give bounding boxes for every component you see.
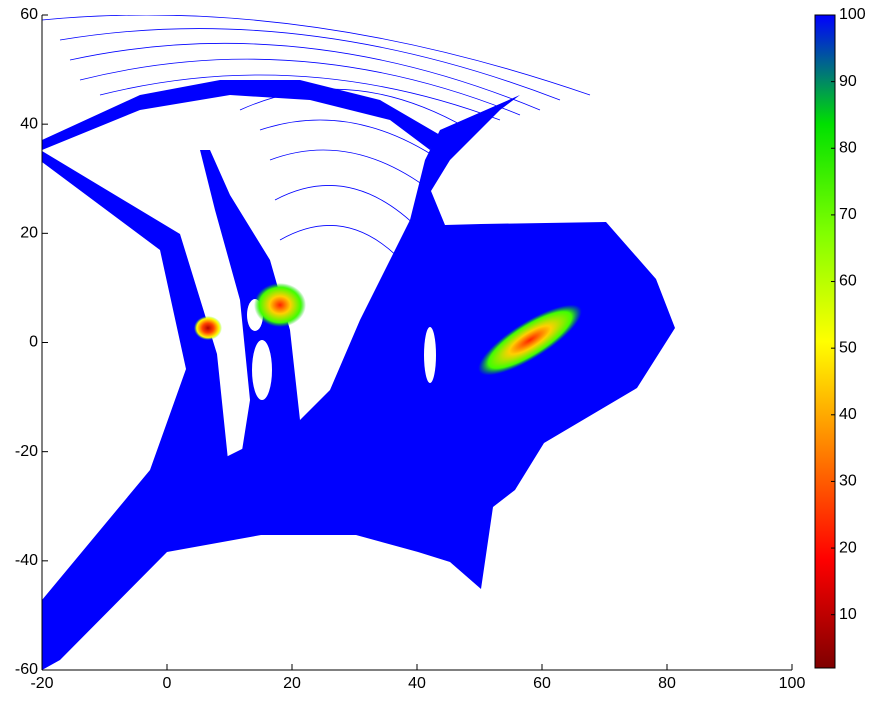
colorbar-tick-label: 50 bbox=[839, 339, 857, 356]
colorbar-tick-label: 60 bbox=[839, 273, 857, 290]
trajectory bbox=[59, 28, 561, 101]
x-tick-label: 100 bbox=[779, 675, 806, 692]
trajectory bbox=[69, 42, 541, 111]
trajectory bbox=[42, 15, 591, 96]
y-tick-label: -20 bbox=[15, 443, 38, 460]
y-tick-label: -40 bbox=[15, 552, 38, 569]
x-tick-label: 40 bbox=[408, 675, 426, 692]
y-tick-label: 40 bbox=[20, 115, 38, 132]
gap bbox=[424, 327, 436, 383]
y-tick-label: -60 bbox=[15, 661, 38, 678]
colorbar-tick-label: 10 bbox=[839, 606, 857, 623]
main-lobe bbox=[42, 95, 675, 670]
x-tick-label: 20 bbox=[283, 675, 301, 692]
left-band bbox=[42, 151, 230, 670]
trajectory bbox=[259, 119, 441, 161]
trajectory bbox=[274, 185, 421, 231]
colorbar-tick-label: 40 bbox=[839, 406, 857, 423]
hotspot bbox=[254, 283, 306, 327]
colorbar bbox=[814, 14, 836, 669]
x-tick-label: -20 bbox=[30, 675, 53, 692]
x-tick-label: 80 bbox=[658, 675, 676, 692]
colorbar-tick-label: 80 bbox=[839, 139, 857, 156]
trajectory bbox=[99, 74, 501, 121]
y-tick-label: 60 bbox=[20, 6, 38, 23]
colorbar-tick-label: 30 bbox=[839, 473, 857, 490]
trajectory bbox=[269, 149, 431, 191]
trajectory bbox=[79, 58, 521, 116]
trajectory-arcs bbox=[42, 15, 591, 271]
y-tick-label: 0 bbox=[29, 334, 38, 351]
hotspot bbox=[194, 316, 222, 340]
trajectory bbox=[239, 88, 471, 131]
colorbar-tick-label: 70 bbox=[839, 206, 857, 223]
gap bbox=[252, 340, 272, 400]
x-tick-label: 0 bbox=[163, 675, 172, 692]
hotspot bbox=[478, 304, 582, 376]
colorbar-tick-label: 20 bbox=[839, 539, 857, 556]
upper-ridge bbox=[42, 80, 440, 150]
colorbar-tick-label: 100 bbox=[839, 6, 866, 23]
colorbar-tick-label: 90 bbox=[839, 73, 857, 90]
x-tick-label: 60 bbox=[533, 675, 551, 692]
field-layer bbox=[42, 15, 675, 670]
y-tick-label: 20 bbox=[20, 225, 38, 242]
